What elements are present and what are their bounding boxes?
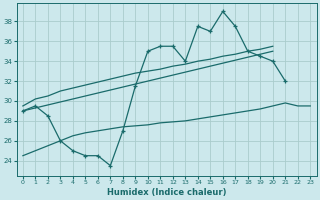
X-axis label: Humidex (Indice chaleur): Humidex (Indice chaleur) — [107, 188, 226, 197]
